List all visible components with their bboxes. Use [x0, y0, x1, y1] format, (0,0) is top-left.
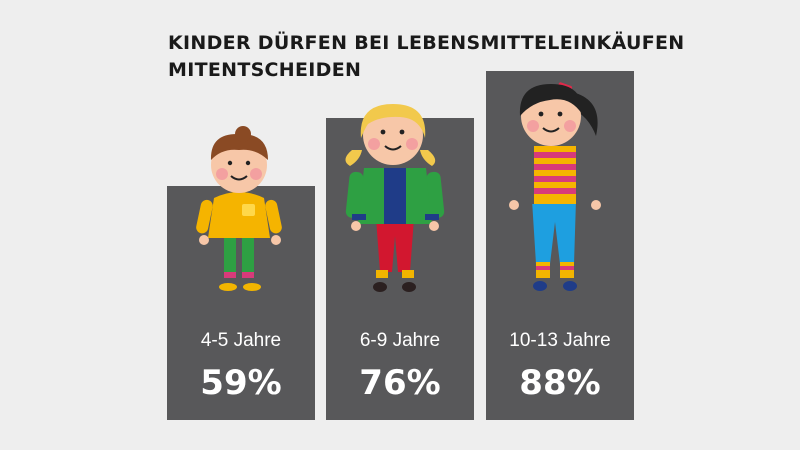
child-ponytail-girl-illustration	[503, 82, 607, 291]
chart-title: KINDER DÜRFEN BEI LEBENSMITTELEINKÄUFEN …	[168, 30, 688, 84]
value-label-2: 76%	[359, 363, 440, 403]
category-label-2: 6-9 Jahre	[360, 330, 440, 351]
value-label-1: 59%	[200, 363, 281, 403]
child-boy-illustration	[196, 126, 282, 291]
category-label-1: 4-5 Jahre	[201, 330, 281, 351]
value-label-3: 88%	[519, 363, 600, 403]
child-blonde-girl-illustration	[345, 104, 445, 292]
category-label-3: 10-13 Jahre	[509, 330, 610, 351]
chart-title-line-2: MITENTSCHEIDEN	[168, 59, 362, 81]
chart-title-line-1: KINDER DÜRFEN BEI LEBENSMITTELEINKÄUFEN	[168, 32, 685, 54]
